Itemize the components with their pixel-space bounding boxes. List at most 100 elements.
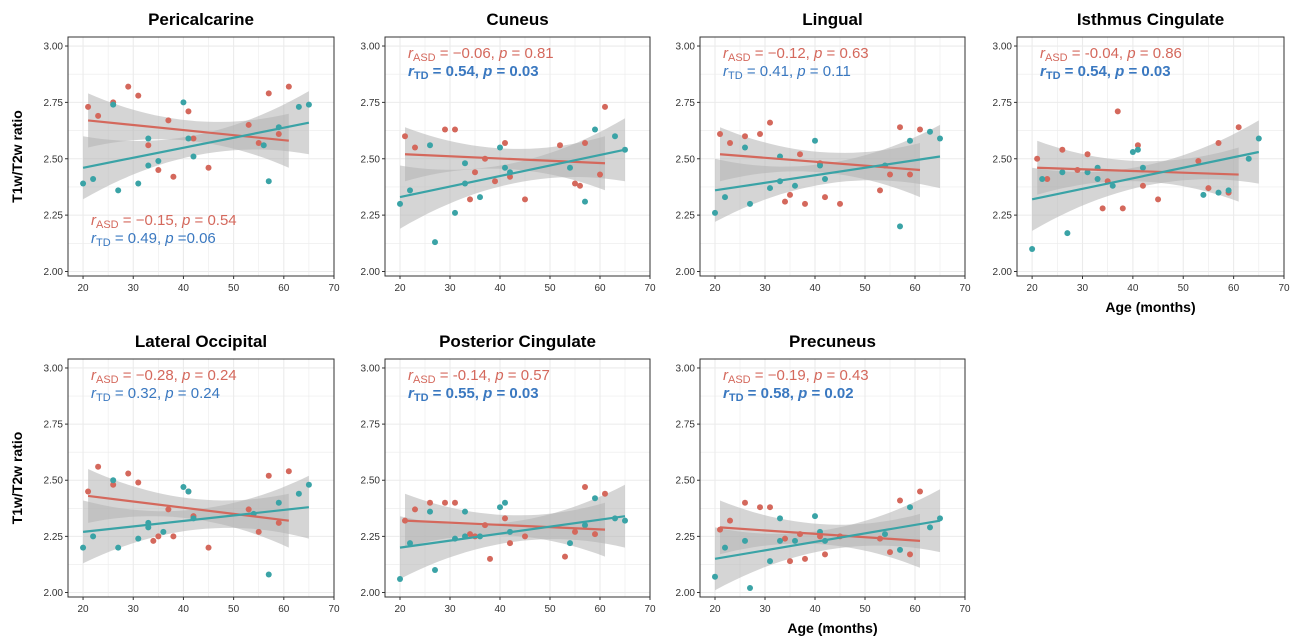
- td-point: [135, 180, 142, 187]
- td-stat-text: rTD = 0.41, p = 0.11: [723, 63, 851, 82]
- td-point: [767, 185, 773, 192]
- panel-border: [1016, 36, 1285, 277]
- panel-title: Cuneus: [486, 10, 548, 29]
- x-tick-label: 40: [809, 604, 821, 615]
- y-tick-label: 2.25: [44, 211, 64, 222]
- x-tick-label: 70: [959, 604, 971, 615]
- asd-point: [205, 544, 212, 551]
- td-point: [110, 101, 117, 108]
- asd-fit-line: [87, 119, 289, 142]
- asd-point: [887, 171, 893, 178]
- td-point: [427, 508, 433, 515]
- asd-point: [472, 169, 478, 176]
- td-point: [265, 178, 272, 185]
- y-tick-label: 2.00: [993, 267, 1013, 278]
- td-point: [767, 558, 773, 565]
- y-tick-label: 2.75: [44, 420, 64, 431]
- asd-point: [95, 463, 102, 470]
- asd-point: [95, 112, 102, 119]
- asd-point: [125, 470, 132, 477]
- x-tick-label: 30: [759, 283, 771, 294]
- asd-point: [245, 121, 252, 128]
- asd-point: [1134, 142, 1141, 149]
- td-point: [477, 194, 483, 201]
- td-point: [1059, 169, 1066, 176]
- asd-point: [602, 103, 608, 110]
- td-point: [567, 164, 573, 171]
- asd-point: [782, 535, 788, 542]
- td-point: [1245, 155, 1252, 162]
- x-tick-label: 70: [644, 604, 656, 615]
- asd-stat-text: rASD = −0.19, p = 0.43: [723, 367, 869, 386]
- td-point: [502, 164, 508, 171]
- asd-fit-line: [87, 494, 289, 522]
- x-tick-label: 50: [544, 283, 556, 294]
- y-tick-label: 2.75: [44, 98, 64, 109]
- panel-lingual: 20 30 40 50 60 70 2.00 2.25 2.50 2.75 3.00 Lingual r…: [676, 10, 971, 294]
- asd-point: [582, 139, 588, 146]
- y-tick-label: 2.00: [676, 267, 696, 278]
- td-point: [592, 495, 598, 502]
- asd-point: [907, 551, 913, 558]
- asd-point: [452, 126, 458, 133]
- x-tick-label: 60: [909, 604, 921, 615]
- asd-point: [145, 142, 152, 149]
- panel-lateral-occipital: 20 30 40 50 60 70 2.00 2.25 2.50 2.75 3.00 Lateral …: [44, 332, 340, 615]
- asd-point: [135, 479, 142, 486]
- x-tick-label: 50: [228, 283, 240, 294]
- y-tick-label: 2.75: [676, 98, 696, 109]
- td-point: [1084, 169, 1091, 176]
- x-tick-label: 20: [1027, 283, 1039, 294]
- x-tick-label: 30: [759, 604, 771, 615]
- td-point: [407, 540, 413, 547]
- td-point: [882, 531, 888, 538]
- y-tick-label: 2.75: [993, 98, 1013, 109]
- asd-point: [135, 92, 142, 99]
- x-tick-label: 20: [77, 283, 89, 294]
- td-point: [427, 142, 433, 149]
- x-tick-label: 60: [594, 604, 606, 615]
- asd-point: [907, 171, 913, 178]
- asd-point: [507, 540, 513, 547]
- asd-point: [742, 133, 748, 140]
- td-fit-line: [714, 519, 941, 560]
- td-point: [1225, 187, 1232, 194]
- y-tick-label: 2.50: [44, 476, 64, 487]
- td-fit-line: [82, 121, 310, 169]
- x-tick-label: 30: [1077, 283, 1089, 294]
- asd-point: [1084, 151, 1091, 158]
- td-point: [80, 544, 87, 551]
- asd-point: [1099, 205, 1106, 212]
- td-point: [1064, 230, 1071, 237]
- td-point: [812, 513, 818, 520]
- asd-point: [155, 167, 162, 174]
- x-tick-label: 40: [494, 283, 506, 294]
- x-tick-label: 40: [178, 604, 190, 615]
- y-tick-label: 2.75: [361, 420, 381, 431]
- x-tick-label: 30: [444, 283, 456, 294]
- asd-point: [877, 187, 883, 194]
- y-tick-label: 2.50: [44, 154, 64, 165]
- asd-fit-line: [719, 526, 921, 542]
- asd-point: [492, 178, 498, 185]
- td-stat-text: rTD = 0.32, p = 0.24: [91, 385, 220, 404]
- td-point: [582, 198, 588, 205]
- asd-stat-text: rASD = -0.04, p = 0.86: [1040, 45, 1182, 64]
- panel-border: [699, 36, 966, 277]
- x-tick-label: 20: [77, 604, 89, 615]
- asd-fit-line: [404, 519, 606, 531]
- asd-point: [1155, 196, 1162, 203]
- y-tick-label: 3.00: [361, 42, 381, 53]
- asd-point: [897, 124, 903, 131]
- panel-title: Posterior Cingulate: [439, 332, 596, 351]
- td-fit-line: [1031, 150, 1260, 201]
- asd-point: [582, 483, 588, 490]
- x-tick-label: 20: [394, 283, 406, 294]
- panel-border: [67, 36, 335, 277]
- asd-point: [917, 488, 923, 495]
- asd-point: [522, 196, 528, 203]
- asd-point: [597, 171, 603, 178]
- x-tick-label: 70: [959, 283, 971, 294]
- y-tick-label: 2.25: [361, 211, 381, 222]
- y-tick-label: 2.00: [44, 267, 64, 278]
